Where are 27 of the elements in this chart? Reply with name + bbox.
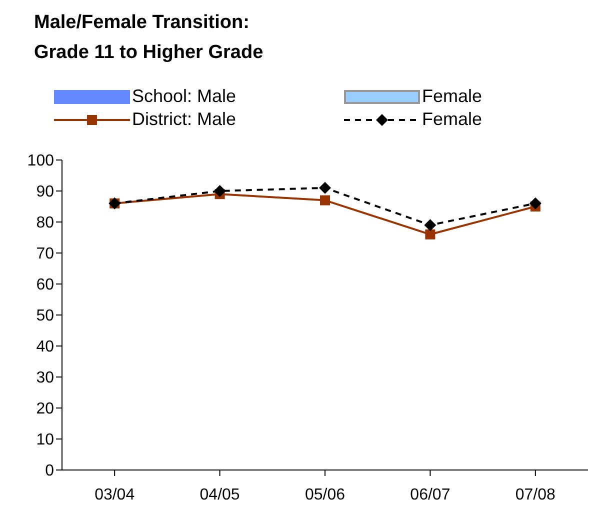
legend-label: Female [422, 109, 482, 130]
chart-title: Male/Female Transition: Grade 11 to Higher Grade [34, 11, 264, 65]
y-tick-label: 70 [36, 246, 54, 263]
y-tick-label: 10 [36, 432, 54, 449]
point [320, 195, 330, 206]
y-tick-label: 60 [36, 276, 54, 294]
y-tick-label: 50 [36, 308, 54, 325]
y-tick-label: 20 [36, 400, 54, 418]
legend-label: Female [422, 86, 482, 107]
y-tick-label: 100 [27, 152, 54, 170]
point [214, 185, 226, 197]
y-tick-label: 90 [36, 184, 54, 201]
x-tick-label: 05/06 [304, 486, 346, 504]
point [319, 182, 331, 194]
y-tick-label: 30 [36, 370, 54, 387]
y-tick-label: 40 [36, 338, 54, 356]
y-tick-label: 0 [45, 462, 54, 480]
point [424, 219, 436, 232]
point [425, 229, 436, 240]
y-tick-label: 80 [36, 214, 54, 232]
legend-label: School: Male [132, 86, 236, 107]
x-tick-label: 07/08 [515, 486, 556, 504]
point [529, 197, 542, 210]
x-tick-label: 04/05 [200, 486, 240, 504]
x-tick-label: 03/04 [94, 486, 135, 504]
x-tick-label: 06/07 [410, 486, 450, 504]
legend-label: District: Male [132, 109, 236, 130]
